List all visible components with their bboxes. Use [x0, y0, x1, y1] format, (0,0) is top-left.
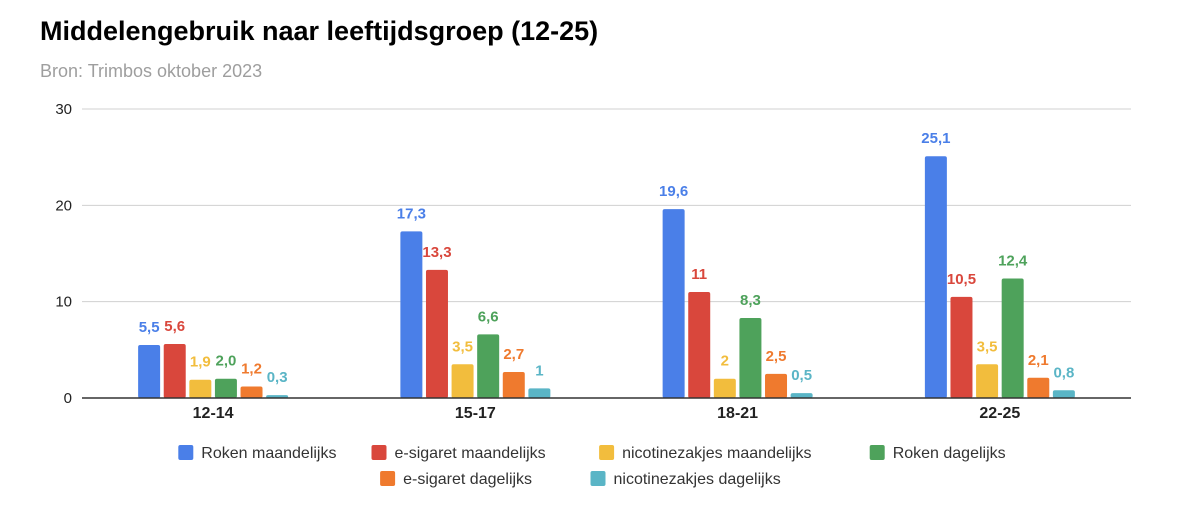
legend-swatch [869, 445, 885, 460]
data-label: 3,5 [977, 338, 998, 355]
y-tick-label: 10 [55, 294, 72, 311]
bar [240, 386, 263, 398]
bar [976, 364, 999, 398]
legend: Roken maandelijks e-sigaret maandelijks ni… [178, 445, 1006, 488]
data-label: 19,6 [659, 183, 688, 200]
data-label: 0,5 [791, 367, 812, 384]
legend-label: Roken maandelijks [201, 445, 336, 462]
bar [765, 373, 788, 398]
data-label: 5,5 [139, 319, 160, 336]
bar [790, 393, 813, 398]
bar [214, 378, 237, 398]
bar [739, 318, 762, 398]
data-label: 1 [535, 362, 543, 379]
bar [400, 231, 423, 398]
chart-subtitle: Bron: Trimbos oktober 2023 [40, 61, 263, 81]
bar [1001, 278, 1024, 398]
data-label: 2,1 [1028, 352, 1049, 369]
bar [924, 156, 947, 398]
data-label: 2,0 [215, 353, 236, 370]
bar [950, 296, 973, 398]
bar [688, 292, 711, 398]
data-label: 11 [691, 266, 707, 283]
data-label: 3,5 [452, 338, 473, 355]
legend-label: e-sigaret dagelijks [403, 471, 532, 488]
bar [1027, 377, 1050, 398]
bar [163, 344, 186, 398]
legend-label: nicotinezakjes maandelijks [622, 445, 811, 462]
x-tick-label: 15-17 [455, 405, 496, 422]
data-labels: 5,5 5,6 1,9 2,0 1,2 0,3 17,3 13,3 3,5 6,6 2,7 1 19,6… [139, 130, 1075, 386]
x-axis-categories: 12-14 15-17 18-21 22-25 [193, 405, 1021, 422]
data-label: 6,6 [478, 308, 499, 325]
x-tick-label: 12-14 [193, 405, 234, 422]
legend-swatch [178, 445, 194, 460]
y-tick-label: 20 [55, 197, 72, 214]
bar [451, 364, 474, 398]
data-label: 25,1 [921, 130, 950, 147]
legend-swatch [599, 445, 615, 460]
data-label: 0,3 [267, 369, 288, 386]
y-tick-label: 30 [55, 101, 72, 118]
bar [713, 378, 736, 398]
bar [138, 345, 161, 398]
data-label: 12,4 [998, 253, 1028, 270]
data-label: 2,5 [766, 348, 787, 365]
bar [189, 379, 212, 398]
x-tick-label: 18-21 [717, 405, 758, 422]
data-label: 10,5 [947, 271, 976, 288]
y-axis-ticks: 0 10 20 30 [55, 101, 72, 407]
data-label: 0,8 [1053, 364, 1074, 381]
legend-swatch [380, 471, 396, 486]
chart-title: Middelengebruik naar leeftijdsgroep (12-… [40, 16, 599, 46]
data-label: 17,3 [397, 205, 426, 222]
bar [1052, 390, 1075, 398]
bar [662, 209, 685, 398]
data-label: 2,7 [503, 346, 524, 363]
bar [528, 388, 551, 398]
legend-label: nicotinezakjes dagelijks [614, 471, 781, 488]
legend-label: e-sigaret maandelijks [395, 445, 546, 462]
data-label: 8,3 [740, 292, 761, 309]
data-label: 2 [721, 353, 729, 370]
bar [477, 334, 500, 398]
legend-label: Roken dagelijks [893, 445, 1006, 462]
data-label: 1,2 [241, 360, 262, 377]
data-label: 5,6 [164, 318, 185, 335]
y-tick-label: 0 [64, 390, 72, 407]
bar [502, 371, 525, 398]
x-tick-label: 22-25 [979, 405, 1020, 422]
bar [425, 269, 448, 398]
bars [138, 156, 1075, 398]
data-label: 1,9 [190, 354, 211, 371]
data-label: 13,3 [422, 244, 451, 261]
legend-swatch [371, 445, 387, 460]
legend-swatch [590, 471, 606, 486]
